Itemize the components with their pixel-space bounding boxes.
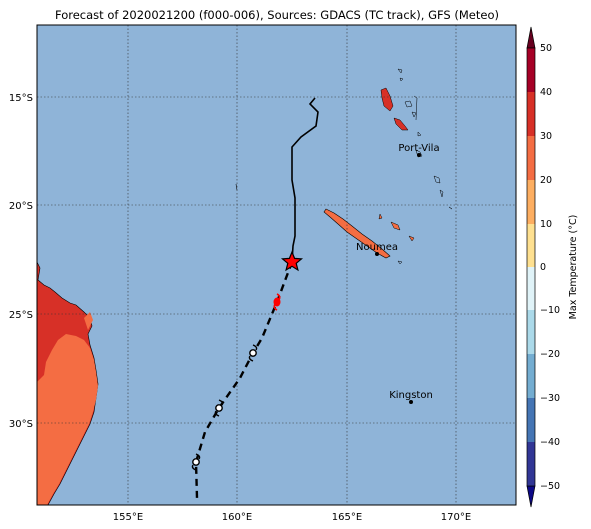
past-track: [291, 97, 319, 263]
city-noumea: Noumea: [356, 242, 398, 256]
city-label: Port-Vila: [398, 143, 439, 154]
lat-label: 30°S: [9, 419, 33, 430]
lat-label: 25°S: [9, 310, 33, 321]
map-area: Port-Vila Noumea Kingston: [36, 24, 517, 506]
city-kingston: Kingston: [389, 390, 433, 404]
colorbar-label: Max Temperature (°C): [568, 215, 579, 320]
forecast-cyclone-symbol: [191, 453, 201, 471]
loyalty-islands: [378, 213, 415, 242]
lat-axis-labels: 15°S 20°S 25°S 30°S: [9, 93, 33, 430]
current-position-star-icon: [280, 250, 304, 272]
forecast-cyclone-symbol: [248, 344, 258, 362]
colorbar-tick: 40: [540, 87, 552, 98]
forecast-cyclone-symbol: [214, 399, 224, 417]
small-island: [235, 183, 238, 191]
new-caledonia: [323, 208, 391, 259]
colorbar-tick: −50: [540, 481, 560, 492]
vanuatu-north: [380, 87, 394, 112]
lon-label: 170°E: [441, 512, 471, 523]
city-port-vila: Port-Vila: [398, 143, 440, 157]
city-label: Kingston: [389, 390, 433, 401]
map-title: Forecast of 2020021200 (f000-006), Sourc…: [55, 8, 499, 22]
lon-label: 165°E: [332, 512, 362, 523]
colorbar-bottom-arrow: [526, 485, 536, 508]
city-dot: [409, 400, 413, 404]
lon-label: 155°E: [113, 512, 143, 523]
colorbar-tick: 50: [540, 43, 552, 54]
city-dot: [375, 252, 379, 256]
colorbar-top-arrow: [526, 26, 536, 49]
colorbar-tick: 10: [540, 219, 552, 230]
lon-label: 160°E: [222, 512, 252, 523]
australia-land-warm: [37, 334, 98, 505]
colorbar-tick: 20: [540, 175, 552, 186]
city-label: Noumea: [356, 242, 398, 253]
ocean: [37, 25, 516, 505]
isle-of-pines: [397, 260, 403, 265]
colorbar-tick: −10: [540, 305, 560, 316]
colorbar-ticks: 50 40 30 20 10 0 −10 −20 −30 −40 −50: [540, 43, 560, 492]
storm-past-position-marker: [273, 293, 281, 311]
map-frame: [36, 24, 517, 506]
colorbar-tick: 0: [540, 262, 546, 273]
colorbar-tick: −30: [540, 393, 560, 404]
colorbar-tick: −20: [540, 349, 560, 360]
colorbar-outline: [526, 47, 536, 487]
lat-label: 20°S: [9, 201, 33, 212]
vanuatu-mid: [393, 117, 409, 131]
colorbar: 50 40 30 20 10 0 −10 −20 −30 −40 −50 Max…: [526, 26, 579, 508]
city-dot: [417, 153, 421, 157]
lat-label: 15°S: [9, 93, 33, 104]
australia-land-warm-2: [84, 312, 93, 330]
vanuatu-small-islands: [397, 68, 453, 210]
colorbar-segments: [527, 48, 535, 486]
lon-axis-labels: 155°E 160°E 165°E 170°E: [113, 512, 471, 523]
gridlines: [37, 25, 516, 505]
colorbar-tick: 30: [540, 131, 552, 142]
colorbar-tick: −40: [540, 437, 560, 448]
